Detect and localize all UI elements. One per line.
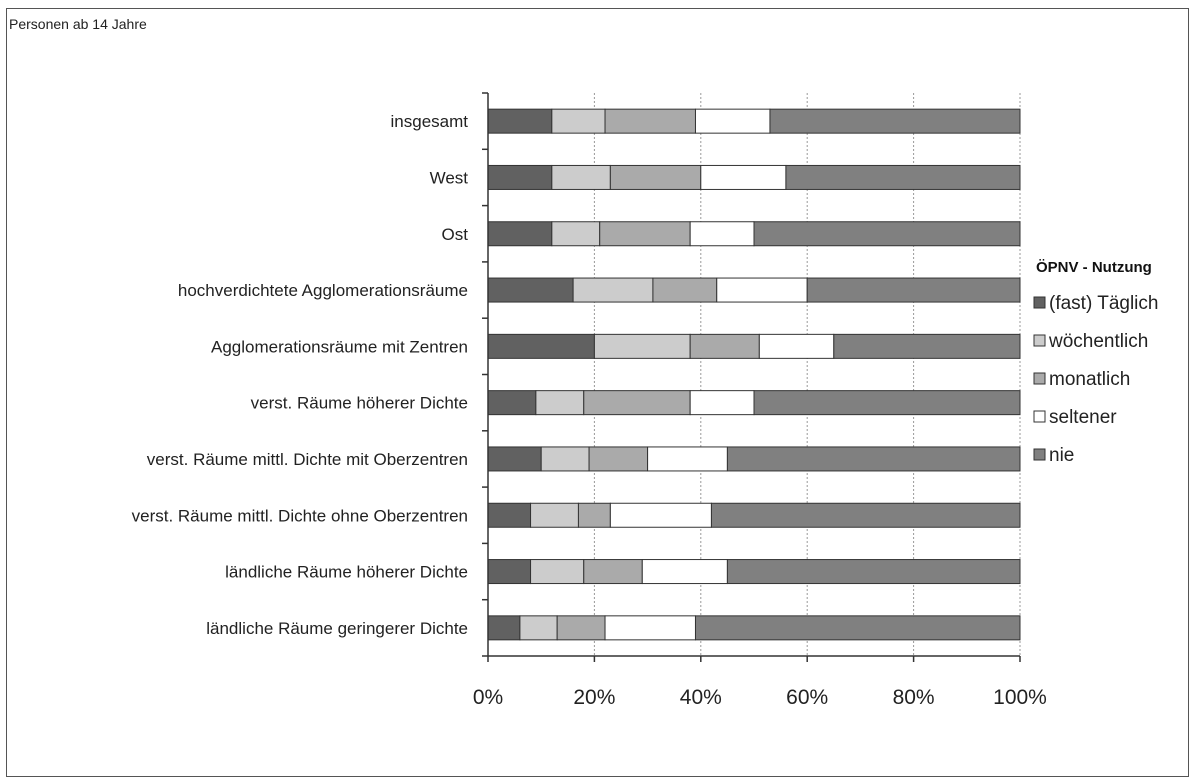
bar-segment (833, 333, 1021, 359)
x-tick-label: 0% (473, 686, 503, 709)
bar-segment (487, 502, 532, 528)
bar-segment (583, 559, 643, 585)
bar-segment (689, 221, 755, 247)
legend-swatch (1033, 296, 1046, 309)
category-label: verst. Räume höherer Dichte (251, 394, 468, 413)
legend-swatch (1033, 372, 1046, 385)
category-label: verst. Räume mittl. Dichte mit Oberzentr… (147, 450, 468, 469)
category-label: hochverdichtete Agglomerationsräume (178, 281, 468, 300)
legend-label: seltener (1049, 407, 1117, 428)
bar-segment (519, 615, 558, 641)
legend-label: (fast) Täglich (1049, 293, 1158, 314)
bar-segment (487, 390, 537, 416)
bar-segment (487, 164, 553, 190)
legend-label: wöchentlich (1048, 331, 1148, 352)
bar-segment (694, 108, 771, 134)
bar-segment (647, 446, 728, 472)
x-tick-label: 100% (993, 686, 1047, 709)
bar-segment (487, 221, 553, 247)
bar-segment (694, 615, 1021, 641)
bar-segment (487, 446, 542, 472)
legend-title: ÖPNV - Nutzung (1036, 259, 1152, 276)
bar-segment (716, 277, 808, 303)
legend-label: monatlich (1049, 369, 1130, 390)
bar-segment (604, 615, 696, 641)
legend-label: nie (1049, 445, 1074, 466)
bar-segment (599, 221, 691, 247)
bar-segment (487, 559, 532, 585)
bar-segment (487, 333, 595, 359)
bar-segment (641, 559, 728, 585)
bar-segment (700, 164, 787, 190)
bar-segment (572, 277, 654, 303)
bar-segment (689, 333, 760, 359)
bar-segment (487, 615, 521, 641)
x-tick-label: 80% (893, 686, 935, 709)
bar-segment (689, 390, 755, 416)
bar-segment (551, 221, 601, 247)
bar-segment (583, 390, 691, 416)
x-tick-label: 40% (680, 686, 722, 709)
category-label: Ost (442, 225, 469, 244)
bar-segment (726, 559, 1021, 585)
bar-segment (551, 164, 611, 190)
bar-segment (785, 164, 1021, 190)
x-tick-labels: 0% 20% 40% 60% 80% 100% (473, 686, 1047, 709)
bar-segment (652, 277, 718, 303)
bar-segment (530, 559, 585, 585)
bar-segment (609, 502, 712, 528)
bar-segment (753, 221, 1021, 247)
bar-segment (487, 277, 574, 303)
x-tick-label: 60% (786, 686, 828, 709)
bar-segment (753, 390, 1021, 416)
bar-segment (530, 502, 579, 528)
legend-swatch (1033, 410, 1046, 423)
bar-segment (609, 164, 702, 190)
bar-segment (577, 502, 611, 528)
bar-segment (551, 108, 606, 134)
bar-segment (710, 502, 1021, 528)
category-label: Agglomerationsräume mit Zentren (211, 337, 468, 356)
category-label: ländliche Räume höherer Dichte (225, 563, 468, 582)
category-label: insgesamt (391, 112, 469, 131)
bar-segment (556, 615, 606, 641)
chart-note: Personen ab 14 Jahre (9, 16, 147, 32)
legend-swatch (1033, 448, 1046, 461)
bar-segment (588, 446, 649, 472)
bar-segment (535, 390, 585, 416)
bar-segment (769, 108, 1021, 134)
category-label: ländliche Räume geringerer Dichte (206, 619, 468, 638)
category-labels: insgesamt West Ost hochverdichtete Agglomer… (132, 112, 469, 638)
bar-segment (726, 446, 1021, 472)
legend: ÖPNV - Nutzung (fast) Täglich wöchentlich m… (1033, 259, 1158, 466)
bar-segment (806, 277, 1021, 303)
axes-layer (482, 92, 1021, 662)
x-tick-label: 20% (573, 686, 615, 709)
bar-segment (758, 333, 835, 359)
bar-segment (604, 108, 696, 134)
category-label: verst. Räume mittl. Dichte ohne Oberzent… (132, 506, 468, 525)
bar-segment (593, 333, 691, 359)
category-label: West (430, 168, 469, 187)
legend-swatch (1033, 334, 1046, 347)
bar-segment (540, 446, 590, 472)
bar-segment (487, 108, 553, 134)
bars-layer (487, 108, 1021, 641)
